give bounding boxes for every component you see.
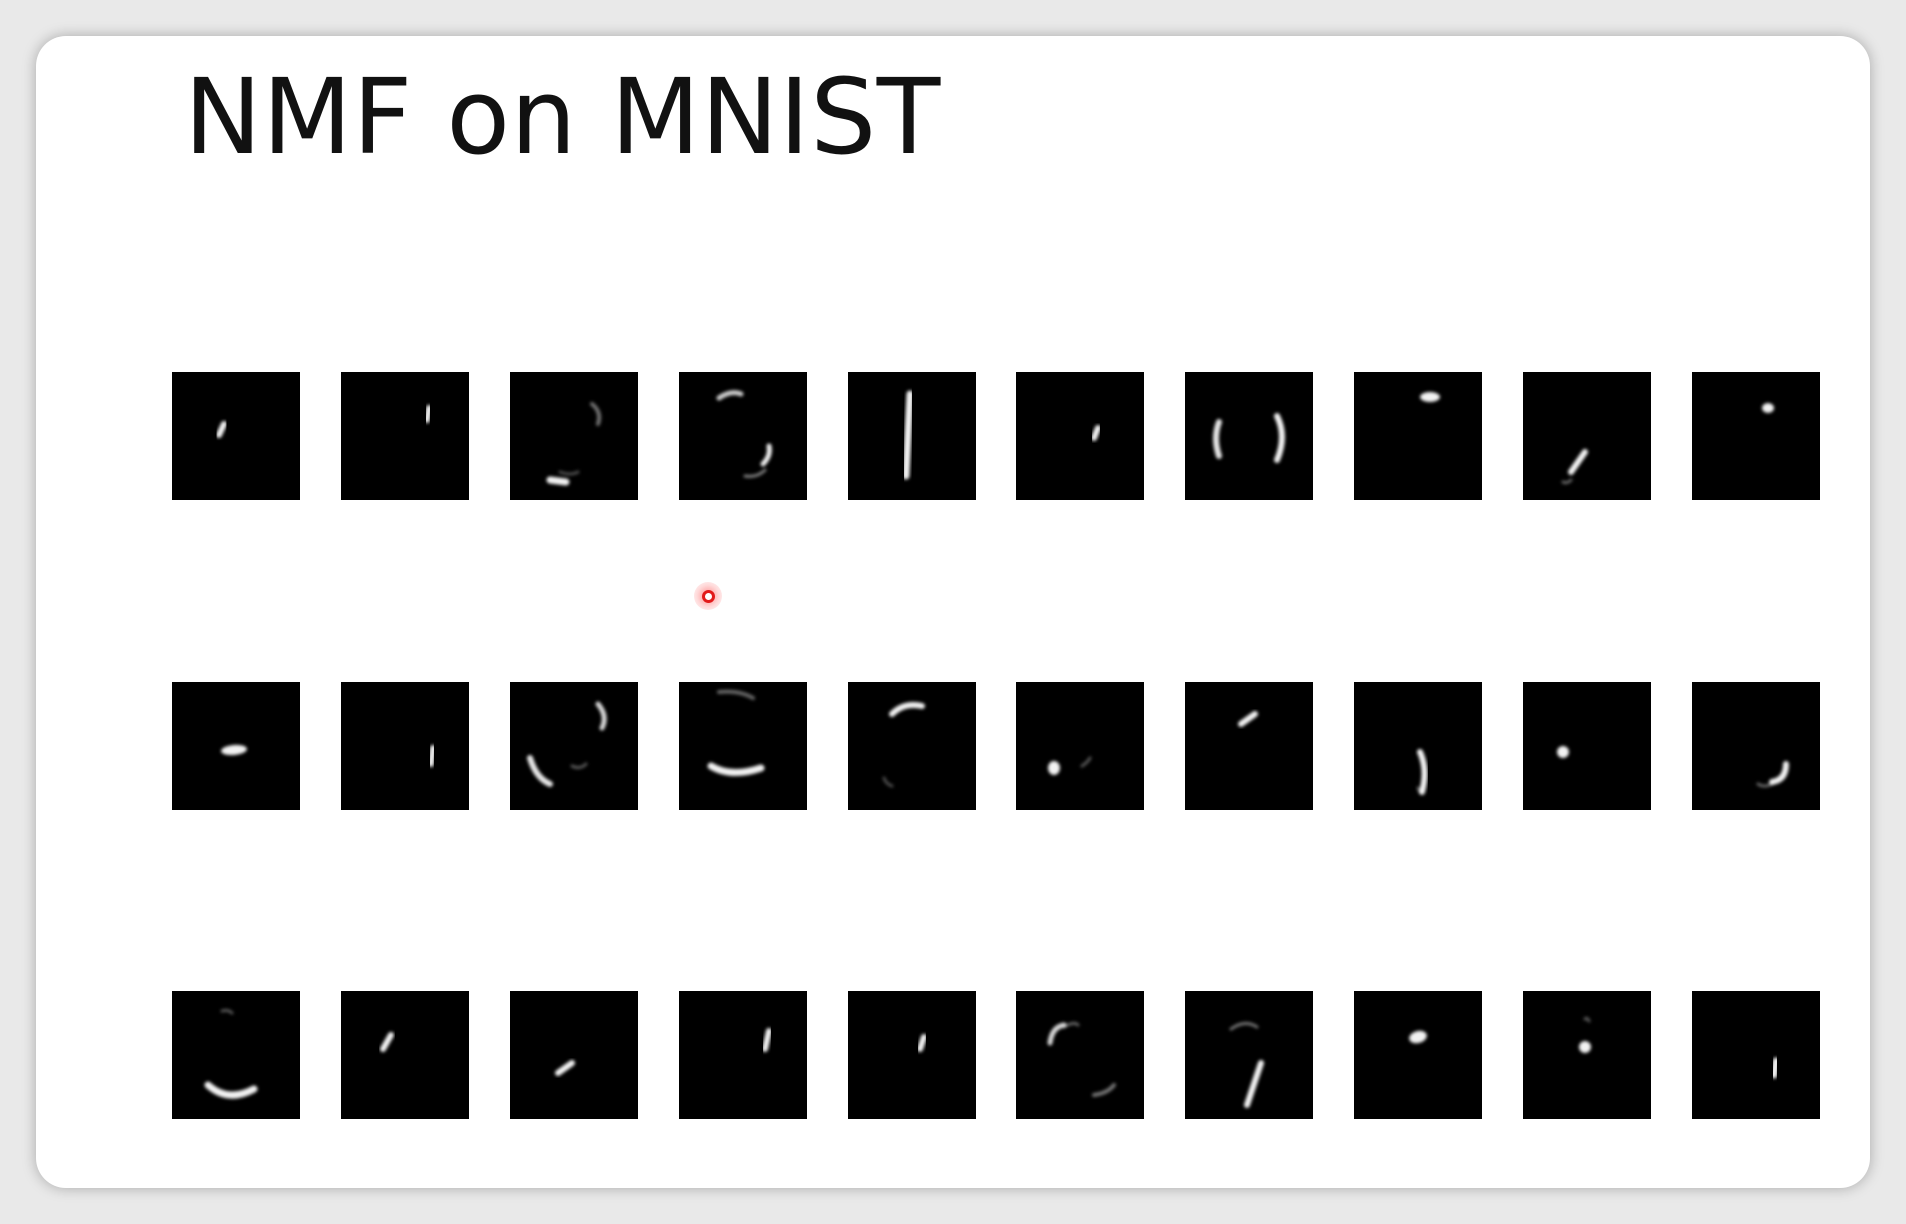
basis-stroke bbox=[917, 1034, 927, 1052]
nmf-basis-image bbox=[848, 682, 976, 810]
basis-stroke bbox=[1579, 1041, 1591, 1053]
slide-title: NMF on MNIST bbox=[184, 56, 941, 178]
basis-stroke bbox=[204, 1081, 258, 1099]
basis-stroke bbox=[1091, 425, 1101, 441]
basis-stroke bbox=[1213, 419, 1222, 459]
nmf-basis-image bbox=[1523, 991, 1651, 1119]
nmf-basis-image bbox=[1185, 991, 1313, 1119]
nmf-basis-image bbox=[1692, 991, 1820, 1119]
basis-stroke bbox=[558, 470, 580, 476]
nmf-basis-image bbox=[1692, 372, 1820, 500]
basis-stroke bbox=[882, 776, 894, 788]
basis-stroke bbox=[902, 390, 914, 480]
nmf-basis-image bbox=[1016, 372, 1144, 500]
nmf-basis-image bbox=[172, 682, 300, 810]
basis-stroke bbox=[1416, 786, 1426, 794]
nmf-basis-image bbox=[848, 991, 976, 1119]
nmf-basis-image bbox=[1354, 372, 1482, 500]
basis-stroke bbox=[527, 755, 553, 787]
basis-stroke bbox=[889, 702, 925, 717]
nmf-basis-image bbox=[848, 372, 976, 500]
basis-stroke bbox=[221, 744, 247, 756]
basis-stroke bbox=[1092, 1083, 1116, 1097]
nmf-basis-image bbox=[510, 991, 638, 1119]
basis-stroke bbox=[1762, 403, 1774, 413]
basis-stroke bbox=[555, 1060, 575, 1076]
basis-stroke bbox=[1583, 1016, 1591, 1023]
basis-stroke bbox=[220, 1008, 234, 1015]
basis-stroke bbox=[546, 476, 570, 486]
basis-stroke bbox=[1409, 1030, 1427, 1044]
nmf-basis-image bbox=[510, 372, 638, 500]
basis-stroke bbox=[1238, 711, 1258, 727]
basis-stroke bbox=[743, 468, 767, 478]
basis-stroke bbox=[216, 421, 227, 438]
basis-stroke bbox=[1561, 478, 1573, 485]
basis-stroke bbox=[1274, 413, 1285, 463]
basis-stroke bbox=[1080, 756, 1092, 768]
nmf-basis-image bbox=[1523, 372, 1651, 500]
nmf-basis-image bbox=[341, 991, 469, 1119]
basis-stroke bbox=[1047, 1022, 1067, 1046]
nmf-basis-image bbox=[172, 991, 300, 1119]
basis-stroke bbox=[428, 745, 436, 767]
basis-stroke bbox=[1048, 761, 1060, 775]
basis-stroke bbox=[1557, 746, 1569, 758]
basis-stroke bbox=[707, 762, 765, 776]
basis-stroke bbox=[570, 762, 588, 770]
basis-stroke bbox=[1417, 749, 1428, 795]
nmf-basis-image bbox=[1354, 991, 1482, 1119]
basis-stroke bbox=[1420, 392, 1440, 402]
nmf-basis-image bbox=[1185, 372, 1313, 500]
basis-stroke bbox=[1568, 449, 1588, 475]
nmf-basis-image bbox=[1523, 682, 1651, 810]
nmf-basis-image bbox=[679, 372, 807, 500]
basis-stroke bbox=[762, 1028, 772, 1052]
basis-stroke bbox=[716, 390, 744, 401]
nmf-basis-image bbox=[679, 991, 807, 1119]
basis-stroke bbox=[760, 443, 772, 467]
nmf-basis-image bbox=[341, 682, 469, 810]
basis-stroke bbox=[595, 701, 607, 731]
nmf-basis-image bbox=[172, 372, 300, 500]
nmf-basis-image bbox=[1354, 682, 1482, 810]
nmf-basis-image bbox=[510, 682, 638, 810]
nmf-component-grid bbox=[36, 36, 1870, 1188]
basis-stroke bbox=[590, 402, 602, 426]
nmf-basis-image bbox=[1016, 682, 1144, 810]
slide: NMF on MNIST bbox=[36, 36, 1870, 1188]
nmf-basis-image bbox=[679, 682, 807, 810]
nmf-basis-image bbox=[1016, 991, 1144, 1119]
laser-pointer-icon bbox=[694, 582, 722, 610]
basis-stroke bbox=[1229, 1022, 1259, 1031]
nmf-basis-image bbox=[341, 372, 469, 500]
basis-stroke bbox=[1756, 782, 1774, 788]
basis-stroke bbox=[1062, 1021, 1080, 1029]
basis-stroke bbox=[1244, 1060, 1264, 1108]
nmf-basis-image bbox=[1692, 682, 1820, 810]
basis-stroke bbox=[717, 689, 755, 700]
basis-stroke bbox=[1769, 761, 1789, 785]
basis-stroke bbox=[380, 1032, 394, 1052]
nmf-basis-image bbox=[1185, 682, 1313, 810]
basis-stroke bbox=[1770, 1057, 1780, 1079]
basis-stroke bbox=[424, 405, 432, 423]
